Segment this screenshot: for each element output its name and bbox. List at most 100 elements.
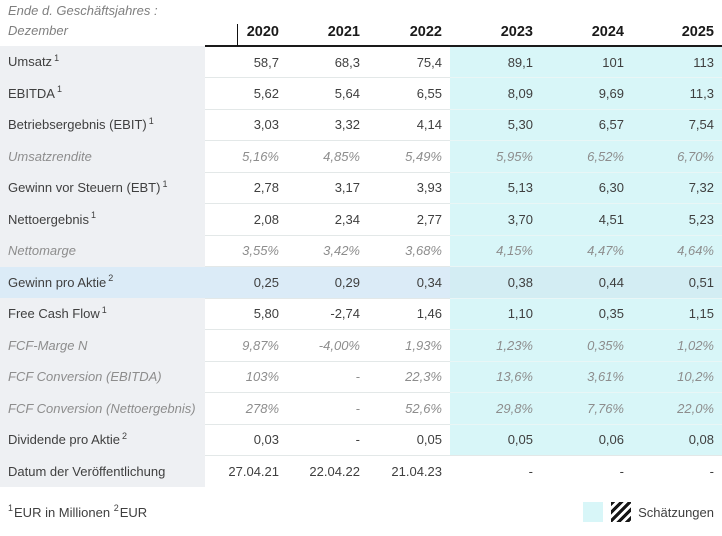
header-row: Ende d. Geschäftsjahres : Dezember 2020 … [0, 0, 722, 47]
value-cell: 75,4 [368, 46, 450, 78]
value-cell: 3,61% [541, 360, 632, 393]
value-cell: 0,35% [541, 329, 632, 361]
fiscal-year-end-label: Ende d. Geschäftsjahres : [8, 3, 158, 18]
value-cell: 52,6% [368, 392, 450, 424]
value-cell: 1,46 [368, 297, 450, 330]
value-cell: -4,00% [287, 329, 368, 361]
value-cell: 0,35 [541, 297, 632, 330]
footnote-ref: 1 [162, 178, 168, 189]
value-cell: 5,49% [368, 140, 450, 172]
value-cell: 3,68% [368, 234, 450, 267]
value-cell: 2,34 [287, 203, 368, 235]
value-cell: 4,64% [632, 234, 722, 267]
value-cell: 0,29 [287, 266, 368, 298]
value-cell: 2,77 [368, 203, 450, 235]
footnote-ref: 2 [122, 430, 128, 441]
table-row: Betriebsergebnis (EBIT) 1 3,03 3,32 4,14 5,30… [0, 108, 722, 141]
text-cursor [237, 24, 238, 46]
table-title: Ende d. Geschäftsjahres : Dezember [0, 0, 205, 46]
value-cell: 4,15% [450, 234, 541, 267]
row-label: Gewinn pro Aktie 2 [0, 266, 205, 298]
value-cell: 4,14 [368, 108, 450, 141]
value-cell: 103% [205, 360, 287, 393]
year-column-header[interactable]: 2025 [632, 0, 722, 47]
value-cell: 9,69 [541, 77, 632, 109]
value-cell: 0,38 [450, 266, 541, 298]
table-row: Dividende pro Aktie 2 0,03-0,05 0,05 0,06 0,0… [0, 423, 722, 456]
row-label: Datum der Veröffentlichung [0, 455, 205, 487]
year-column-header[interactable]: 2024 [541, 0, 632, 47]
footnotes: 1EUR in Millionen 2EUR [8, 503, 148, 520]
value-cell: 13,6% [450, 360, 541, 393]
footnote-ref: 1 [54, 52, 60, 63]
value-cell: 0,25 [205, 266, 287, 298]
value-cell: 3,93 [368, 171, 450, 204]
table-row: Umsatz 1 58,7 68,3 75,4 89,1 101 113 [0, 46, 722, 78]
table-row: Nettomarge 3,55% 3,42% 3,68% 4,15% 4,47% 4,64% [0, 234, 722, 267]
legend-label: Schätzungen [638, 504, 714, 520]
row-label: Gewinn vor Steuern (EBT) 1 [0, 172, 205, 204]
value-cell: 0,03 [205, 423, 287, 456]
value-cell: 3,03 [205, 108, 287, 141]
value-cell: 7,54 [632, 108, 722, 141]
value-cell: 6,55 [368, 77, 450, 109]
value-cell: 29,8% [450, 392, 541, 424]
year-column-header[interactable]: 2022 [368, 0, 450, 47]
table-row: Umsatzrendite 5,16% 4,85% 5,49% 5,95% 6,52% 6,… [0, 140, 722, 172]
value-cell: 5,62 [205, 77, 287, 109]
year-column-header[interactable]: 2021 [287, 0, 368, 47]
value-cell: 58,7 [205, 46, 287, 78]
table-footer: 1EUR in Millionen 2EUR Schätzungen [0, 487, 722, 522]
table-row: FCF Conversion (Nettoergebnis) 278% -52,6%… [0, 392, 722, 424]
footnote-2-marker: 2 [113, 503, 119, 514]
value-cell: 1,23% [450, 329, 541, 361]
table-row: Gewinn vor Steuern (EBT) 1 2,78 3,17 3,93 5,1… [0, 171, 722, 204]
value-cell: 3,32 [287, 108, 368, 141]
value-cell: 68,3 [287, 46, 368, 78]
row-label: FCF Conversion (EBITDA) [0, 361, 205, 393]
value-cell: 2,08 [205, 203, 287, 235]
value-cell: - [287, 392, 368, 424]
footnote-1-text: EUR in Millionen [14, 504, 111, 520]
footnote-2-text: EUR [119, 504, 148, 520]
year-column-header[interactable]: 2020 [205, 0, 287, 47]
footnote-ref: 2 [108, 273, 114, 284]
value-cell: 5,13 [450, 171, 541, 204]
value-cell: 113 [632, 46, 722, 78]
value-cell: 6,70% [632, 140, 722, 172]
value-cell: 0,44 [541, 266, 632, 298]
value-cell: 27.04.21 [205, 455, 287, 487]
value-cell: 6,52% [541, 140, 632, 172]
value-cell: 1,10 [450, 297, 541, 330]
value-cell: 5,80 [205, 297, 287, 330]
value-cell: 0,51 [632, 266, 722, 298]
value-cell: 6,57 [541, 108, 632, 141]
value-cell: 5,95% [450, 140, 541, 172]
value-cell: 89,1 [450, 46, 541, 78]
row-label: EBITDA 1 [0, 77, 205, 109]
value-cell: 0,34 [368, 266, 450, 298]
footnote-ref: 1 [148, 115, 154, 126]
year-column-header[interactable]: 2023 [450, 0, 541, 47]
row-label: Umsatzrendite [0, 140, 205, 172]
footnote-ref: 1 [90, 210, 96, 221]
table-row: Gewinn pro Aktie 2 0,25 0,29 0,34 0,38 0,44 0,5… [0, 266, 722, 298]
value-cell: 0,05 [450, 423, 541, 456]
value-cell: 5,16% [205, 140, 287, 172]
value-cell: 10,2% [632, 360, 722, 393]
table-row: EBITDA 1 5,62 5,64 6,55 8,09 9,69 11,3 [0, 77, 722, 109]
value-cell: 0,06 [541, 423, 632, 456]
table-row: Nettoergebnis 1 2,08 2,34 2,77 3,70 4,51 5,23 [0, 203, 722, 235]
fiscal-month-label: Dezember [8, 23, 68, 38]
value-cell: 3,70 [450, 203, 541, 235]
value-cell: 6,30 [541, 171, 632, 204]
value-cell: 3,42% [287, 234, 368, 267]
value-cell: 0,05 [368, 423, 450, 456]
value-cell: 1,93% [368, 329, 450, 361]
row-label: Betriebsergebnis (EBIT) 1 [0, 109, 205, 141]
row-label: Nettomarge [0, 235, 205, 267]
value-cell: 22.04.22 [287, 455, 368, 487]
row-label: Dividende pro Aktie 2 [0, 424, 205, 456]
value-cell: - [541, 455, 632, 487]
